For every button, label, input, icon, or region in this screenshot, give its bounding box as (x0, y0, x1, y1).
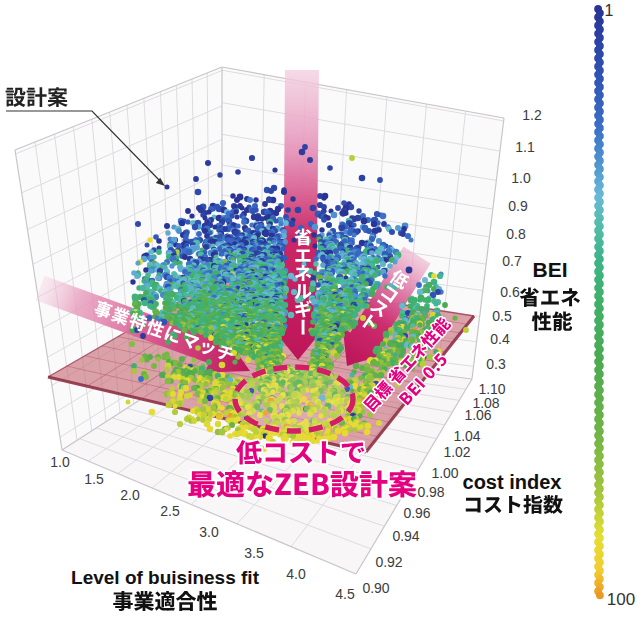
svg-text:1.04: 1.04 (453, 428, 480, 444)
svg-text:1.00: 1.00 (431, 465, 458, 481)
svg-text:0.90: 0.90 (362, 580, 389, 596)
svg-text:0.6: 0.6 (500, 284, 520, 300)
svg-text:Level of buisiness fit: Level of buisiness fit (71, 567, 260, 588)
svg-text:1: 1 (605, 2, 614, 19)
svg-text:1.0: 1.0 (511, 170, 531, 186)
svg-text:cost index: cost index (463, 471, 562, 493)
svg-text:100: 100 (607, 590, 635, 609)
svg-text:1.08: 1.08 (472, 395, 499, 411)
svg-text:3.0: 3.0 (199, 524, 219, 540)
svg-text:0.3: 0.3 (486, 356, 506, 372)
svg-text:3.5: 3.5 (244, 545, 264, 561)
svg-text:2.5: 2.5 (160, 503, 180, 519)
svg-text:0.9: 0.9 (508, 198, 528, 214)
svg-text:2.0: 2.0 (120, 487, 140, 503)
svg-text:1.10: 1.10 (478, 381, 505, 397)
svg-text:1.1: 1.1 (515, 139, 535, 155)
svg-text:4.0: 4.0 (286, 566, 306, 582)
svg-text:1.5: 1.5 (84, 471, 104, 487)
svg-text:0.8: 0.8 (506, 226, 526, 242)
svg-text:0.7: 0.7 (502, 253, 522, 269)
svg-text:1.02: 1.02 (443, 444, 470, 460)
svg-text:BEI: BEI (532, 258, 567, 281)
svg-text:4.5: 4.5 (335, 586, 355, 602)
svg-text:0.4: 0.4 (490, 331, 510, 347)
svg-text:0.94: 0.94 (392, 528, 419, 544)
svg-text:0.98: 0.98 (417, 484, 444, 500)
svg-text:0.92: 0.92 (375, 554, 402, 570)
svg-text:1.0: 1.0 (50, 454, 70, 470)
svg-text:1.2: 1.2 (522, 107, 542, 123)
svg-text:0.5: 0.5 (492, 308, 512, 324)
svg-text:0.96: 0.96 (403, 505, 430, 521)
